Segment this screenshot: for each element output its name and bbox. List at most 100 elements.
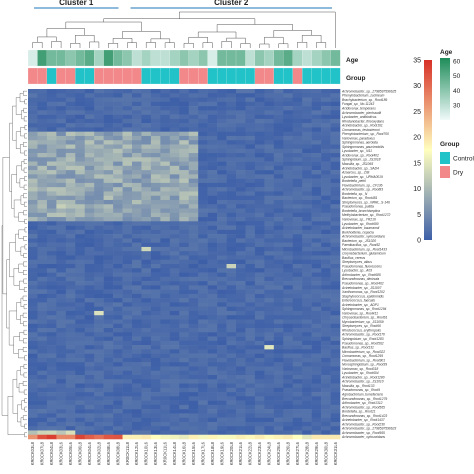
heatmap-cell [122,234,133,239]
heatmap-cell [198,93,208,98]
heatmap-cell [330,400,341,406]
column-label: KR0CK31L6 [333,441,338,465]
heatmap-cell [122,370,133,376]
heatmap-cell [330,426,341,431]
heatmap-cell [56,89,67,94]
heatmap-cell [65,191,76,197]
heatmap-cell [122,131,133,137]
heatmap-cell [150,310,161,316]
heatmap-cell [226,310,237,316]
heatmap-cell [65,362,76,367]
heatmap-cell [179,135,190,141]
heatmap-cell [169,106,180,111]
heatmap-cell [330,396,341,401]
heatmap-cell [65,251,76,256]
heatmap-cell [103,204,114,209]
heatmap-cell [254,246,265,252]
heatmap-cell [179,336,190,342]
heatmap-cell [292,144,303,150]
heatmap-cell [150,246,161,252]
heatmap-cell [226,268,237,273]
heatmap-cell [56,212,67,218]
heatmap-cell [150,199,161,205]
heatmap-cell [113,345,123,350]
heatmap-cell [160,110,171,115]
row-dendrogram-branch [24,398,27,403]
color-scale-tick: 20 [413,135,421,142]
row-label: Comamonas_sp._Root1295 [342,354,383,358]
heatmap-cell [150,153,161,158]
heatmap-cell [236,366,246,372]
heatmap-cell [217,221,227,226]
heatmap-cell [169,110,180,115]
heatmap-cell [292,349,303,354]
heatmap-cell [330,212,341,218]
heatmap-cell [150,191,161,197]
heatmap-cell [56,306,67,312]
heatmap-cell [160,302,171,307]
heatmap-cell [226,165,237,171]
heatmap-cell [217,217,227,222]
heatmap-cell [150,178,161,184]
row-dendrogram-branch [20,366,24,376]
heatmap-cell [94,97,104,103]
heatmap-cell [245,114,256,120]
heatmap-cell [37,417,48,423]
heatmap-cell [150,392,161,397]
column-dendrogram-branch [112,38,133,44]
heatmap-cell [302,340,312,346]
heatmap-cell [37,362,48,367]
group-track-cell [103,67,114,85]
heatmap-cell [245,217,256,222]
heatmap-cell [122,404,133,410]
heatmap-cell [311,370,322,376]
heatmap-cell [283,328,294,333]
heatmap-cell [283,225,294,231]
heatmap-cell [169,400,180,406]
heatmap-cell [65,332,76,337]
heatmap-cell [122,157,133,162]
heatmap-cell [75,97,86,103]
heatmap-cell [122,118,133,124]
heatmap-cell [122,328,133,333]
heatmap-cell [217,293,227,299]
row-label: Microbacterium_sp._Root322 [342,350,385,354]
heatmap-cell [141,144,152,150]
heatmap-cell [141,255,152,261]
heatmap-cell [198,319,208,325]
heatmap-cell [179,161,190,167]
heatmap-cell [254,272,265,278]
heatmap-cell [65,357,76,363]
heatmap-cell [65,276,76,282]
heatmap-cell [65,178,76,184]
heatmap-cell [160,319,171,325]
heatmap-cell [198,101,208,107]
heatmap-cell [321,298,331,303]
row-dendrogram-branch [12,105,17,141]
heatmap-cell [65,238,76,243]
heatmap-cell [264,306,275,312]
heatmap-cell [65,93,76,98]
heatmap-cell [113,409,123,414]
heatmap-cell [198,310,208,316]
heatmap-cell [188,208,199,214]
heatmap-cell [302,379,312,384]
heatmap-cell [169,191,180,197]
row-label: Variovorax_sp._YR216 [342,217,376,221]
heatmap-cell [236,319,246,325]
heatmap-cell [37,195,48,201]
heatmap-cell [46,225,57,231]
heatmap-cell [198,161,208,167]
heatmap-cell [330,242,341,248]
heatmap-cell [46,178,57,184]
heatmap-cell [226,225,237,231]
heatmap-cell [264,281,275,286]
heatmap-cell [330,255,341,261]
heatmap-cell [217,204,227,209]
heatmap-cell [150,135,161,141]
heatmap-cell [37,148,48,154]
heatmap-cell [311,208,322,214]
heatmap-cell [179,255,190,261]
heatmap-cell [292,191,303,197]
heatmap-cell [302,276,312,282]
